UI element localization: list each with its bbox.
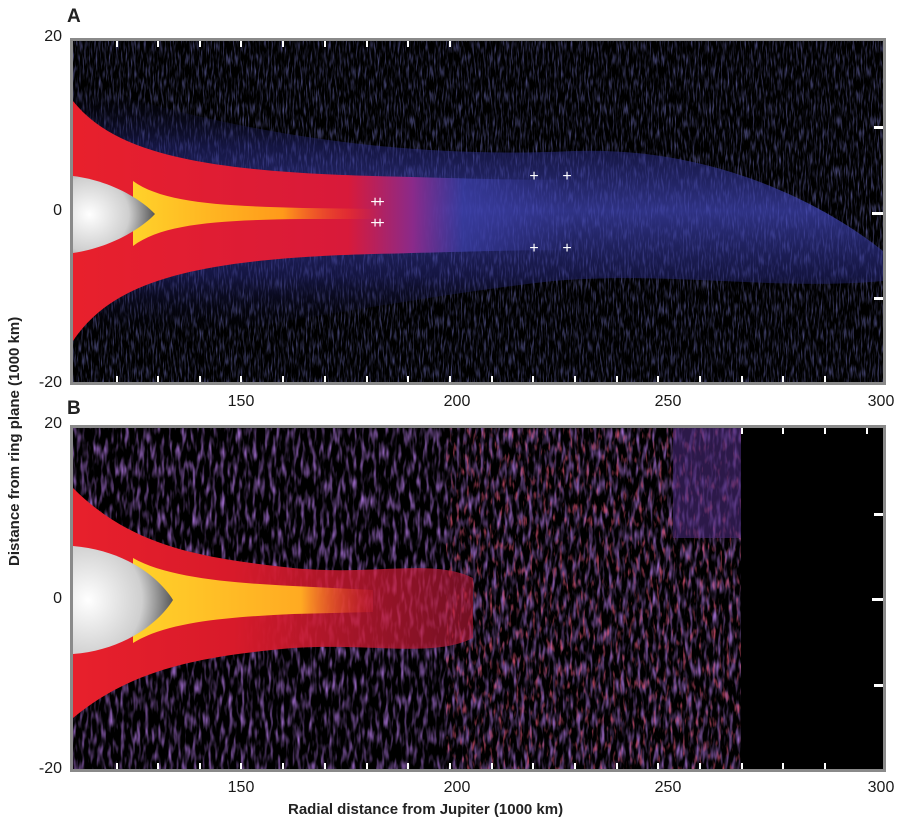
tick-b-bottom [449,763,451,769]
tick-a-bottom [366,376,368,382]
tick-b-bottom [157,763,159,769]
y-tick-label: -20 [38,374,62,391]
crosshair-marker: + [529,168,539,185]
tick-b-right [874,684,883,687]
tick-b-bottom [574,763,576,769]
tick-b-bottom [199,763,201,769]
x-tick-label: 300 [867,393,895,410]
tick-b-bottom [240,763,242,769]
x-tick-label: 200 [443,779,471,796]
y-tick-label: 20 [44,28,62,45]
tick-b-bottom [657,763,659,769]
x-tick-label: 200 [443,393,471,410]
tick-a-bottom [157,376,159,382]
tick-a-bottom [699,376,701,382]
tick-b-bottom [116,763,118,769]
tick-b-bottom [324,763,326,769]
tick-a-bottom [657,376,659,382]
x-tick-label: 300 [867,779,895,796]
tick-a-right [874,297,883,300]
tick-b-bottom [616,763,618,769]
ring-image-b [73,428,883,769]
y-axis-title: Distance from ring plane (1000 km) [6,316,23,566]
tick-a-top [366,41,368,47]
tick-b-right [872,598,883,601]
tick-b-bottom [782,763,784,769]
panel-a-image [70,38,886,385]
tick-a-bottom [199,376,201,382]
tick-a-top [240,41,242,47]
tick-b-bottom [532,763,534,769]
tick-b-bottom [741,763,743,769]
tick-a-bottom [116,376,118,382]
panel-a-label: A [67,6,81,27]
tick-b-top [741,428,743,434]
tick-b-bottom [699,763,701,769]
tick-a-bottom [782,376,784,382]
crosshair-marker: + [370,194,380,211]
tick-a-bottom [491,376,493,382]
tick-a-bottom [616,376,618,382]
tick-a-bottom [449,376,451,382]
crosshair-marker: + [562,240,572,257]
tick-b-top [782,428,784,434]
tick-b-top [866,428,868,434]
ring-image-a [73,41,883,382]
x-tick-label: 150 [227,779,255,796]
tick-b-bottom [282,763,284,769]
tick-a-bottom [574,376,576,382]
tick-b-bottom [366,763,368,769]
y-tick-label: 0 [53,590,62,607]
x-tick-label: 250 [654,393,682,410]
tick-b-right [874,513,883,516]
tick-a-bottom [324,376,326,382]
tick-b-top [824,428,826,434]
tick-b-bottom [824,763,826,769]
panel-b-image [70,425,886,772]
tick-a-bottom [741,376,743,382]
tick-a-bottom [407,376,409,382]
tick-a-top [449,41,451,47]
tick-a-top [116,41,118,47]
tick-a-bottom [824,376,826,382]
tick-a-bottom [532,376,534,382]
y-tick-label: 20 [44,415,62,432]
crosshair-marker: + [375,215,385,232]
y-tick-label: -20 [38,760,62,777]
tick-a-top [157,41,159,47]
y-tick-label: 0 [53,202,62,219]
tick-b-bottom [407,763,409,769]
crosshair-marker: + [529,240,539,257]
crosshair-marker: + [375,194,385,211]
panel-b-label: B [67,398,81,419]
tick-a-top [282,41,284,47]
x-tick-label: 250 [654,779,682,796]
tick-a-top [324,41,326,47]
tick-a-top [199,41,201,47]
tick-a-right [872,212,883,215]
tick-a-top [407,41,409,47]
tick-a-right [874,126,883,129]
tick-a-bottom [282,376,284,382]
tick-b-bottom [491,763,493,769]
x-tick-label: 150 [227,393,255,410]
crosshair-marker: + [370,215,380,232]
crosshair-marker: + [562,168,572,185]
x-axis-title: Radial distance from Jupiter (1000 km) [288,801,564,818]
tick-a-bottom [240,376,242,382]
